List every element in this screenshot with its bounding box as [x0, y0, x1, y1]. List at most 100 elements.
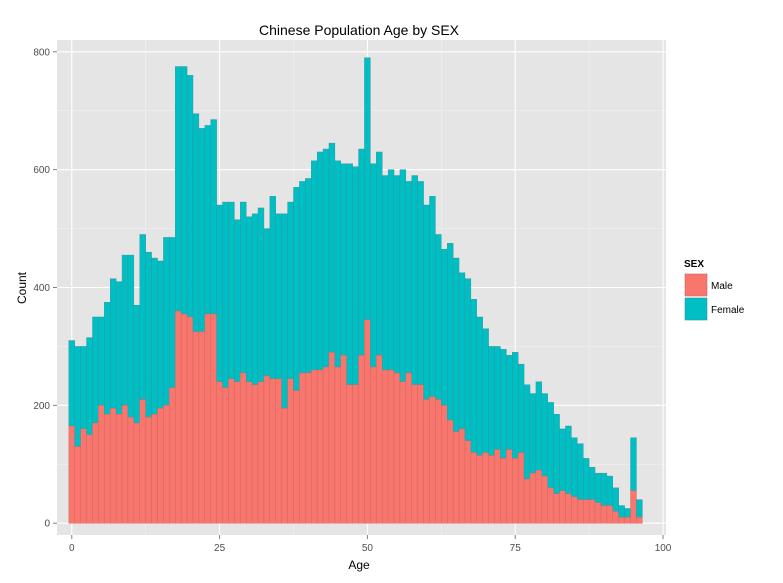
bar-female: [121, 254, 129, 406]
bar-female: [441, 248, 448, 406]
bar-female: [251, 213, 259, 385]
x-tick-label: 75: [510, 543, 522, 554]
bar-female: [80, 346, 87, 430]
bar-male: [240, 372, 247, 524]
bar-female: [352, 166, 359, 385]
bar-male: [399, 381, 407, 524]
bar-female: [512, 352, 519, 459]
bar-female: [98, 316, 105, 406]
bar-female: [192, 113, 200, 332]
bar-female: [139, 234, 146, 400]
bar-female: [110, 278, 117, 409]
bar-female: [535, 381, 543, 471]
bar-male: [577, 499, 584, 524]
bar-male: [251, 384, 259, 524]
bar-female: [328, 142, 336, 353]
bar-female: [476, 316, 483, 456]
bar-female: [234, 219, 241, 382]
bar-male: [334, 366, 342, 524]
bar-female: [228, 201, 235, 380]
bar-male: [68, 425, 75, 524]
bar-female: [180, 66, 188, 315]
bar-male: [529, 472, 537, 524]
bar-male: [541, 475, 548, 524]
bar-female: [594, 472, 602, 503]
chart-title: Chinese Population Age by SEX: [259, 22, 460, 38]
bar-female: [488, 346, 495, 456]
bar-female: [311, 160, 318, 371]
bar-male: [470, 452, 477, 524]
bar-male: [636, 517, 643, 524]
bar-male: [423, 399, 430, 524]
bar-male: [447, 419, 454, 524]
bar-female: [133, 304, 140, 424]
bar-female: [565, 425, 572, 494]
bar-female: [435, 234, 442, 400]
bar-female: [104, 302, 111, 415]
bar-male: [163, 405, 170, 524]
bar-male: [494, 449, 501, 524]
bar-male: [86, 434, 93, 524]
bar-female: [210, 119, 217, 315]
bar-female: [494, 346, 501, 450]
bar-female: [263, 228, 271, 377]
bar-male: [133, 422, 140, 524]
bar-male: [594, 502, 602, 524]
bar-female: [257, 207, 265, 382]
bar-male: [588, 499, 596, 524]
bar-female: [600, 472, 608, 506]
bar-male: [352, 384, 359, 524]
bar-male: [287, 378, 294, 524]
bar-female: [547, 402, 554, 489]
bar-male: [275, 378, 282, 524]
bar-male: [74, 446, 81, 524]
bar-female: [287, 201, 294, 380]
bar-male: [234, 381, 241, 524]
x-tick-label: 0: [69, 543, 75, 554]
bar-female: [163, 237, 170, 406]
bars: [68, 57, 643, 524]
bar-female: [606, 475, 613, 506]
y-axis-label: Count: [15, 271, 29, 304]
bar-male: [175, 310, 182, 524]
bar-male: [387, 369, 395, 524]
bar-female: [630, 437, 637, 492]
bar-female: [316, 151, 324, 371]
bar-female: [115, 281, 123, 415]
bar-female: [145, 251, 152, 418]
bar-male: [488, 455, 495, 524]
bar-female: [500, 349, 507, 459]
bar-female: [423, 204, 430, 400]
bar-female: [151, 257, 158, 415]
bar-female: [198, 128, 206, 332]
legend-title: SEX: [684, 259, 704, 270]
bar-female: [169, 237, 176, 388]
bar-female: [458, 272, 466, 430]
bar-female: [299, 181, 306, 374]
bar-female: [506, 355, 513, 450]
legend-key-female: [684, 297, 708, 321]
bar-female: [275, 213, 282, 380]
bar-male: [104, 413, 111, 524]
bar-female: [216, 204, 223, 382]
bar-male: [512, 458, 519, 524]
bar-female: [417, 181, 424, 385]
bar-male: [405, 372, 412, 524]
bar-male: [157, 408, 164, 524]
bar-male: [565, 493, 572, 524]
bar-male: [346, 384, 353, 524]
x-tick-label: 25: [214, 543, 226, 554]
y-tick-label: 400: [33, 283, 50, 294]
legend-key-male: [684, 273, 708, 297]
bar-male: [115, 413, 123, 524]
bar-male: [417, 384, 424, 524]
bar-male: [257, 381, 265, 524]
bar-male: [222, 387, 229, 524]
bar-female: [399, 169, 407, 382]
x-tick-label: 100: [655, 543, 672, 554]
bar-female: [541, 393, 548, 477]
bar-male: [293, 390, 300, 524]
bar-female: [346, 163, 353, 385]
bar-female: [636, 499, 643, 518]
bar-male: [340, 355, 347, 524]
